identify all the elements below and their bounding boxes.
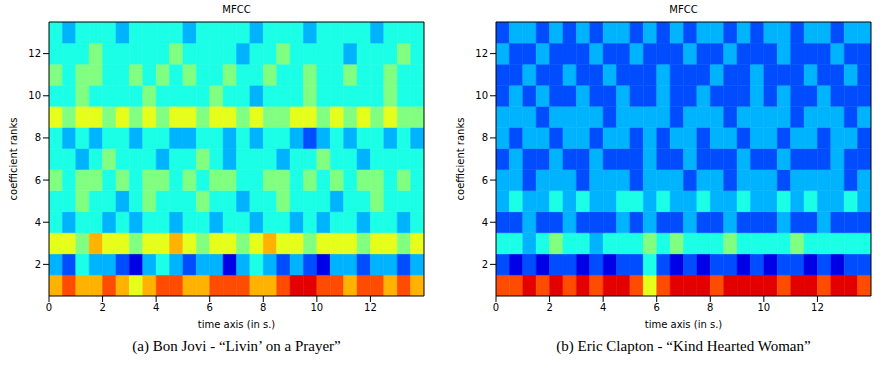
- svg-text:6: 6: [482, 175, 488, 186]
- svg-text:4: 4: [153, 302, 159, 313]
- svg-text:0: 0: [493, 302, 499, 313]
- svg-text:12: 12: [811, 302, 824, 313]
- svg-text:4: 4: [482, 217, 488, 228]
- svg-text:coefficient ranks: coefficient ranks: [8, 118, 19, 201]
- svg-text:10: 10: [757, 302, 770, 313]
- svg-text:6: 6: [35, 175, 41, 186]
- html-text:(b) Eric Clapton - “Kind Heart: (b) Eric Clapton - “Kind Hearted Woman”: [556, 338, 811, 354]
- svg-text:2: 2: [35, 259, 41, 270]
- svg-text:2: 2: [546, 302, 552, 313]
- svg-text:4: 4: [35, 217, 41, 228]
- svg-text:10: 10: [28, 90, 41, 101]
- svg-text:12: 12: [475, 48, 488, 59]
- svg-text:4: 4: [600, 302, 606, 313]
- svg-text:8: 8: [707, 302, 713, 313]
- svg-text:2: 2: [482, 259, 488, 270]
- svg-text:6: 6: [207, 302, 213, 313]
- svg-text:time axis (in s.): time axis (in s.): [645, 319, 723, 330]
- svg-text:time axis (in s.): time axis (in s.): [198, 319, 276, 330]
- html-text:MFCC: MFCC: [669, 4, 698, 15]
- svg-text:12: 12: [28, 48, 41, 59]
- svg-text:10: 10: [475, 90, 488, 101]
- html-text:(a) Bon Jovi - “Livin’ on a Pr: (a) Bon Jovi - “Livin’ on a Prayer”: [132, 338, 341, 354]
- svg-text:12: 12: [364, 302, 377, 313]
- html-text:MFCC: MFCC: [222, 4, 251, 15]
- svg-text:6: 6: [654, 302, 660, 313]
- svg-text:8: 8: [482, 132, 488, 143]
- svg-text:0: 0: [46, 302, 52, 313]
- svg-text:coefficient ranks: coefficient ranks: [455, 118, 466, 201]
- svg-text:8: 8: [260, 302, 266, 313]
- svg-text:10: 10: [310, 302, 323, 313]
- svg-text:8: 8: [35, 132, 41, 143]
- svg-text:2: 2: [99, 302, 105, 313]
